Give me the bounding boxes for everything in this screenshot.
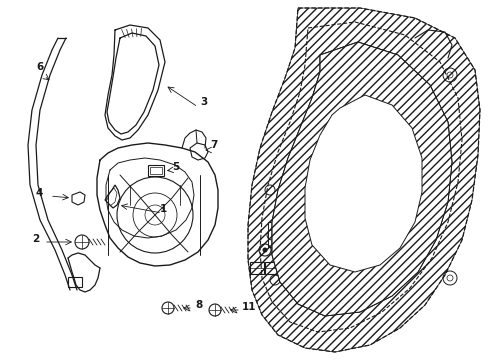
Bar	[68, 277, 82, 287]
Text: 7: 7	[210, 140, 218, 150]
Bar	[148, 165, 164, 176]
Polygon shape	[272, 42, 452, 316]
Text: 1: 1	[160, 204, 167, 214]
Text: 10: 10	[285, 259, 299, 269]
Text: 6: 6	[36, 62, 44, 72]
Text: 5: 5	[172, 162, 179, 172]
Text: 3: 3	[200, 97, 207, 107]
Polygon shape	[305, 95, 422, 272]
Text: 2: 2	[32, 234, 39, 244]
Bar	[265, 262, 279, 274]
Text: 8: 8	[195, 300, 202, 310]
Bar	[250, 262, 264, 274]
Text: 11: 11	[242, 302, 256, 312]
Text: 9: 9	[278, 242, 285, 252]
Bar	[268, 222, 278, 247]
Bar	[150, 167, 162, 174]
Text: 4: 4	[35, 188, 42, 198]
Circle shape	[263, 248, 268, 252]
